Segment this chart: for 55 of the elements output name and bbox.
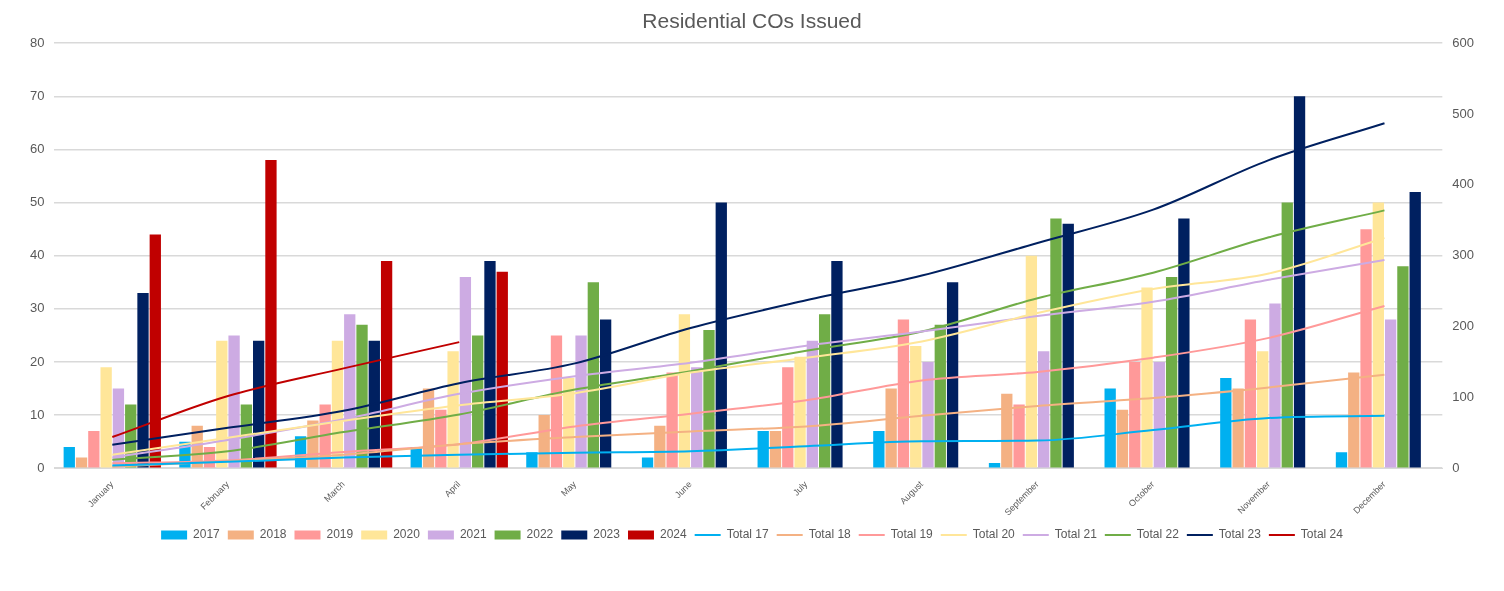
legend-label: Total 22: [1136, 527, 1180, 542]
y-tick-label: 80: [29, 34, 45, 50]
legend-label: Total 23: [1218, 527, 1262, 542]
legend-label: 2017: [193, 527, 221, 542]
legend-label: 2018: [259, 527, 287, 542]
legend-label: 2022: [526, 527, 554, 542]
y2-tick-label: 0: [1452, 459, 1460, 475]
bar: [88, 431, 100, 468]
bar: [910, 346, 922, 468]
legend-label: 2019: [326, 527, 354, 542]
bar: [1013, 404, 1025, 468]
legend-label: 2021: [459, 527, 487, 542]
bar: [1269, 303, 1281, 468]
y-tick-label: 60: [29, 141, 45, 157]
x-tick-label: May: [558, 478, 579, 499]
bar: [769, 431, 782, 468]
legend-label: Total 24: [1300, 527, 1344, 542]
y2-tick-label: 400: [1452, 176, 1475, 192]
bar: [1165, 276, 1178, 468]
bar: [922, 361, 934, 468]
legend-label: 2023: [593, 527, 621, 542]
line-series: [111, 373, 1386, 468]
bar: [63, 446, 75, 468]
bar: [1384, 319, 1397, 468]
bar: [496, 271, 508, 468]
chart-title: Residential COs Issued: [642, 9, 862, 33]
y-tick-label: 10: [29, 406, 45, 422]
bar: [1153, 361, 1165, 468]
y2-tick-label: 300: [1452, 247, 1475, 263]
bar: [1257, 351, 1269, 468]
y-tick-label: 40: [29, 247, 45, 263]
y2-tick-label: 500: [1452, 105, 1475, 121]
legend-label: Total 17: [726, 527, 770, 542]
y2-tick-label: 100: [1452, 388, 1475, 404]
bar: [1409, 191, 1421, 468]
legend-label: Total 19: [890, 527, 934, 542]
bar: [1038, 351, 1050, 468]
legend-label: Total 18: [808, 527, 852, 542]
legend-label: Total 21: [1054, 527, 1098, 542]
legend-label: 2020: [393, 527, 421, 542]
bar: [1397, 266, 1409, 468]
y2-tick-label: 200: [1452, 318, 1475, 334]
y-tick-label: 30: [29, 300, 45, 316]
y2-tick-label: 600: [1452, 34, 1475, 50]
bar: [946, 282, 959, 468]
bar: [1335, 452, 1348, 468]
x-tick-label: July: [790, 478, 810, 498]
legend-label: Total 20: [972, 527, 1016, 542]
y-tick-label: 0: [37, 459, 45, 475]
bar: [1116, 409, 1129, 468]
y-tick-label: 20: [29, 353, 45, 369]
bar: [1178, 218, 1190, 468]
y-tick-label: 50: [29, 194, 45, 210]
legend-label: 2024: [659, 527, 687, 542]
y-tick-label: 70: [29, 87, 45, 103]
